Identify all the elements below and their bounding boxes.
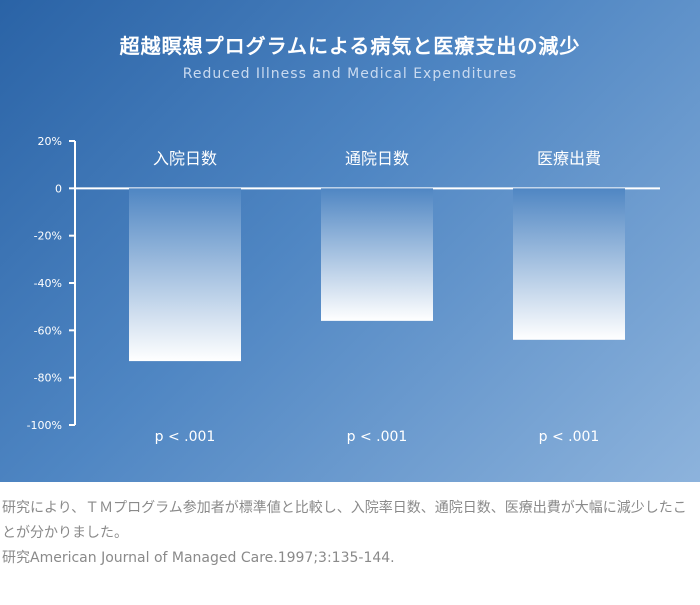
- y-tick-label: -80%: [34, 372, 62, 385]
- chart-title: 超越瞑想プログラムによる病気と医療支出の減少: [119, 34, 581, 58]
- category-label-3: 医療出費: [537, 149, 601, 168]
- chart-subtitle: Reduced Illness and Medical Expenditures: [182, 66, 518, 82]
- bar-1: [129, 188, 241, 362]
- y-tick-label: 0: [55, 182, 62, 195]
- y-tick-label: -40%: [34, 277, 62, 290]
- bar-2: [321, 188, 433, 321]
- caption-source: 研究American Journal of Managed Care.1997;…: [2, 550, 395, 566]
- bar-3: [513, 188, 625, 340]
- bar-chart: 20% 0 -20% -40% -60% -80% -100% 入院日数 通院日数 医療出費 p …: [27, 135, 625, 445]
- y-tick-label: -20%: [34, 230, 62, 243]
- y-tick-label: -100%: [27, 419, 62, 432]
- category-label-2: 通院日数: [345, 149, 409, 168]
- caption-text: 研究により、ＴＭプログラム参加者が標準値と比較し、入院率日数、通院日数、医療出費…: [2, 500, 687, 541]
- category-label-1: 入院日数: [153, 149, 217, 168]
- p-value-label-3: p < .001: [539, 429, 600, 445]
- caption: 研究により、ＴＭプログラム参加者が標準値と比較し、入院率日数、通院日数、医療出費…: [2, 496, 698, 571]
- y-tick-label: -60%: [34, 324, 62, 337]
- y-tick-label: 20%: [38, 135, 62, 148]
- p-value-label-1: p < .001: [155, 429, 216, 445]
- p-value-label-2: p < .001: [347, 429, 408, 445]
